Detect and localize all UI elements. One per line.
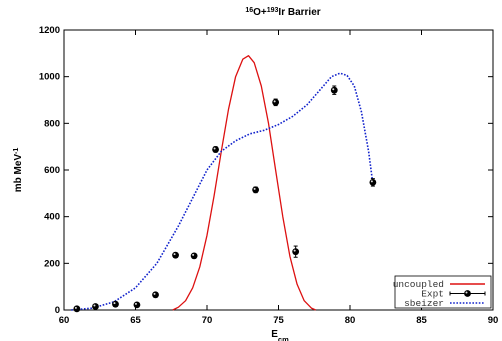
data-point-highlight xyxy=(332,88,335,91)
x-tick-label: 60 xyxy=(59,315,70,326)
legend-swatch-point xyxy=(464,290,471,297)
y-axis-label: mb MeV-1 xyxy=(13,148,25,193)
data-point xyxy=(252,186,260,194)
x-tick-label: 70 xyxy=(202,315,213,326)
y-tick-label: 400 xyxy=(44,212,60,223)
series-line-uncoupled xyxy=(172,55,316,311)
data-point xyxy=(133,301,141,309)
series-line-sbeizer xyxy=(71,72,374,311)
data-point-highlight xyxy=(192,253,195,256)
data-point xyxy=(112,300,119,308)
y-axis-label-main: mb MeV xyxy=(13,154,24,193)
y-tick-label: 1200 xyxy=(39,25,60,36)
y-axis-label-sup: -1 xyxy=(13,148,20,154)
y-tick-label: 1000 xyxy=(39,72,60,83)
x-tick-label: 80 xyxy=(345,315,356,326)
x-tick-label: 75 xyxy=(273,315,284,326)
data-point-highlight xyxy=(134,302,137,305)
title-part-1: O+ xyxy=(253,7,267,18)
data-point xyxy=(369,178,377,186)
data-point-highlight xyxy=(93,304,96,307)
y-tick-label: 600 xyxy=(44,165,60,176)
legend-label: Expt xyxy=(421,289,444,300)
data-point-highlight xyxy=(370,180,373,183)
data-point-highlight xyxy=(213,147,216,150)
data-point-highlight xyxy=(153,292,156,295)
data-point xyxy=(152,291,159,299)
title-mass-number-2: 193 xyxy=(267,7,279,14)
chart-title: 16O+193Ir Barrier xyxy=(245,7,320,19)
data-point xyxy=(212,146,219,153)
legend-label: sbeizer xyxy=(404,298,444,309)
y-tick-label: 0 xyxy=(55,305,60,316)
title-mass-number-1: 16 xyxy=(245,7,253,14)
data-point xyxy=(292,248,300,256)
y-tick-label: 800 xyxy=(44,118,60,129)
data-point xyxy=(190,252,198,260)
x-tick-label: 90 xyxy=(488,315,499,326)
data-point xyxy=(92,303,99,310)
plot-frame xyxy=(63,29,494,311)
x-axis-label-main: E xyxy=(271,329,278,340)
data-point-highlight xyxy=(293,249,296,252)
x-axis-label: Ecm xyxy=(271,329,289,341)
data-point-highlight xyxy=(113,302,116,305)
data-point xyxy=(172,251,179,259)
data-point xyxy=(272,98,280,106)
legend-swatch-highlight xyxy=(465,291,468,294)
y-tick-label: 200 xyxy=(44,258,60,269)
data-point xyxy=(73,305,81,313)
data-point-highlight xyxy=(173,253,176,256)
data-point-highlight xyxy=(74,306,77,309)
data-point-highlight xyxy=(273,100,276,103)
data-point xyxy=(330,86,338,94)
title-part-2: Ir Barrier xyxy=(278,7,320,18)
legend-label: uncoupled xyxy=(393,279,444,290)
legend-box xyxy=(394,275,492,309)
x-tick-label: 85 xyxy=(416,315,427,326)
x-axis-label-sub: cm xyxy=(278,335,289,341)
plot-area: 60 65 70 75 80 85 90 0 200 400 600 800 1000 1200 xyxy=(39,25,498,326)
x-tick-label: 65 xyxy=(130,315,141,326)
data-point-highlight xyxy=(253,187,256,190)
